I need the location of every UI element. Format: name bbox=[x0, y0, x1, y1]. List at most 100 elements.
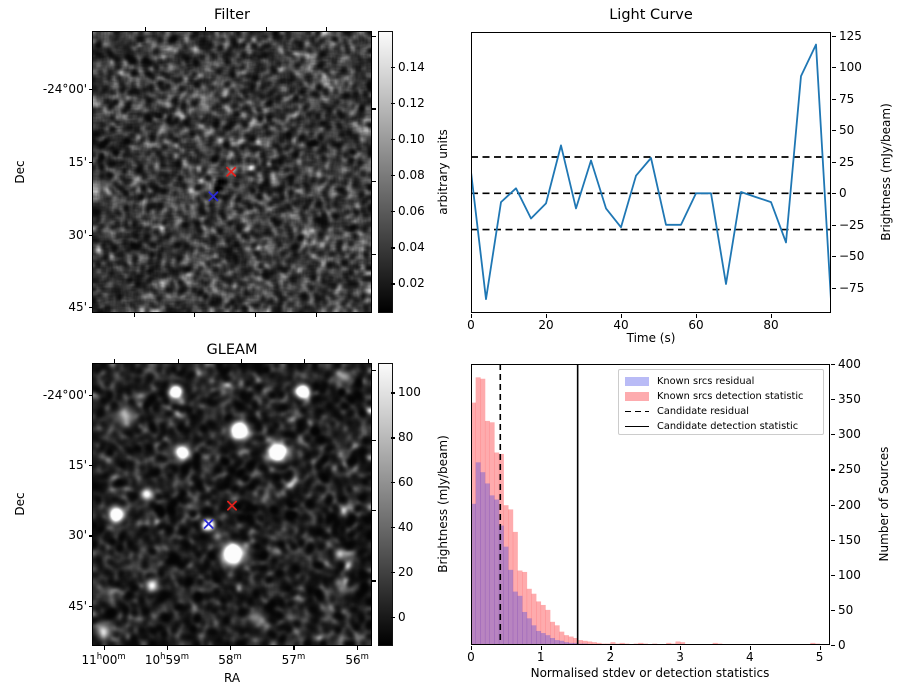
filter-image bbox=[92, 31, 372, 313]
hist-y-tick-label: 400 bbox=[838, 357, 861, 371]
tick-mark bbox=[372, 35, 376, 37]
tick-mark bbox=[680, 646, 682, 650]
tick-mark bbox=[255, 313, 257, 317]
tick-mark bbox=[357, 646, 359, 650]
filter-colorbar-tick-label: 0.02 bbox=[398, 276, 425, 291]
tick-mark bbox=[177, 359, 179, 363]
tick-mark bbox=[391, 392, 395, 394]
tick-mark bbox=[391, 527, 395, 529]
hist-y-tick-label: 150 bbox=[838, 532, 861, 547]
tick-mark bbox=[831, 399, 835, 401]
gleam-colorbar-tick-label: 40 bbox=[398, 520, 414, 535]
tick-mark bbox=[240, 359, 242, 363]
tick-mark bbox=[114, 359, 116, 363]
tick-mark bbox=[103, 646, 105, 650]
tick-mark bbox=[831, 539, 835, 541]
gleam-colorbar-tick-label: 100 bbox=[398, 385, 421, 400]
gleam-title: GLEAM bbox=[206, 342, 258, 358]
filter-y-tick-label: -24°00' bbox=[42, 82, 87, 97]
light-curve-x-tick-label: 0 bbox=[467, 318, 475, 332]
tick-mark bbox=[391, 138, 395, 141]
legend-label-candidate-residual: Candidate residual bbox=[657, 406, 750, 417]
tick-mark bbox=[749, 646, 752, 650]
tick-mark bbox=[696, 314, 698, 318]
gleam-x-tick-label: 56m bbox=[345, 652, 369, 667]
filter-colorbar-tick-label: 0.14 bbox=[398, 59, 425, 74]
tick-mark bbox=[391, 571, 395, 574]
tick-mark bbox=[831, 609, 835, 612]
filter-colorbar-tick-label: 0.08 bbox=[398, 168, 425, 183]
tick-mark bbox=[266, 27, 268, 31]
tick-mark bbox=[832, 161, 836, 163]
filter-title: Filter bbox=[214, 7, 250, 23]
tick-mark bbox=[88, 394, 93, 397]
hist-x-tick-label: 2 bbox=[606, 650, 615, 664]
light-curve-y-tick-label: 25 bbox=[839, 154, 855, 169]
tick-mark bbox=[372, 254, 376, 256]
tick-mark bbox=[391, 283, 395, 285]
tick-mark bbox=[546, 314, 548, 318]
tick-mark bbox=[831, 469, 835, 471]
tick-mark bbox=[471, 646, 473, 650]
hist-y-tick-label: 50 bbox=[838, 602, 854, 617]
tick-mark bbox=[831, 574, 835, 576]
tick-mark bbox=[471, 314, 473, 318]
tick-mark bbox=[372, 439, 376, 442]
legend-row-known-residual: Known srcs residual bbox=[625, 374, 823, 389]
tick-mark bbox=[391, 102, 395, 105]
tick-mark bbox=[832, 67, 836, 69]
filter-colorbar-tick-label: 0.12 bbox=[398, 95, 425, 110]
hist-xlabel: Normalised stdev or detection statistics bbox=[530, 666, 770, 680]
gleam-colorbar-tick-label: 60 bbox=[398, 475, 414, 490]
light-curve-title: Light Curve bbox=[609, 7, 693, 23]
gleam-ylabel: Dec bbox=[13, 492, 27, 516]
filter-y-tick-label: 45' bbox=[68, 300, 87, 315]
filter-y-tick-label: 30' bbox=[68, 227, 87, 242]
hist-y-tick-label: 300 bbox=[838, 427, 861, 442]
hist-bars-residual bbox=[471, 462, 597, 645]
tick-mark bbox=[832, 35, 836, 37]
gleam-x-tick-label: 58m bbox=[218, 652, 242, 667]
tick-mark bbox=[293, 646, 295, 650]
legend-label-known-detection: Known srcs detection statistic bbox=[657, 391, 804, 402]
tick-mark bbox=[831, 504, 835, 506]
tick-mark bbox=[621, 314, 623, 318]
gleam-x-tick-label: 11h00m bbox=[81, 652, 126, 667]
filter-colorbar-tick-label: 0.10 bbox=[398, 131, 425, 146]
gleam-y-tick-label: 45' bbox=[68, 599, 87, 614]
light-curve-y-tick-label: −25 bbox=[839, 217, 865, 232]
light-curve-y-tick-label: −50 bbox=[839, 249, 865, 264]
legend-row-known-detection: Known srcs detection statistic bbox=[625, 389, 823, 404]
tick-mark bbox=[832, 130, 836, 132]
tick-mark bbox=[832, 224, 836, 226]
tick-mark bbox=[88, 162, 93, 164]
tick-mark bbox=[194, 313, 196, 317]
hist-x-tick-label: 0 bbox=[467, 650, 475, 664]
tick-mark bbox=[372, 181, 376, 183]
hist-y-tick-label: 250 bbox=[838, 462, 861, 477]
tick-mark bbox=[88, 307, 93, 309]
tick-mark bbox=[372, 108, 376, 110]
legend-row-candidate-detection: Candidate detection statistic bbox=[625, 419, 823, 434]
gleam-colorbar bbox=[378, 363, 393, 646]
tick-mark bbox=[230, 646, 232, 650]
tick-mark bbox=[391, 616, 395, 619]
hist-y-tick-label: 200 bbox=[838, 497, 861, 512]
light-curve-plot bbox=[471, 32, 831, 313]
gleam-x-tick-label: 57m bbox=[281, 652, 306, 667]
tick-mark bbox=[88, 535, 93, 537]
tick-mark bbox=[391, 66, 395, 68]
filter-colorbar bbox=[378, 31, 393, 313]
tick-mark bbox=[372, 510, 376, 512]
gleam-y-tick-label: 30' bbox=[68, 528, 87, 543]
tick-mark bbox=[391, 211, 395, 213]
axes-frame bbox=[471, 364, 830, 645]
tick-mark bbox=[133, 313, 135, 317]
legend-swatch-known-detection bbox=[625, 392, 649, 401]
tick-mark bbox=[315, 313, 318, 317]
light-curve-x-tick-label: 20 bbox=[538, 318, 554, 332]
hist-x-tick-label: 5 bbox=[815, 650, 824, 664]
tick-mark bbox=[540, 646, 542, 650]
gleam-colorbar-tick-label: 20 bbox=[398, 564, 414, 579]
